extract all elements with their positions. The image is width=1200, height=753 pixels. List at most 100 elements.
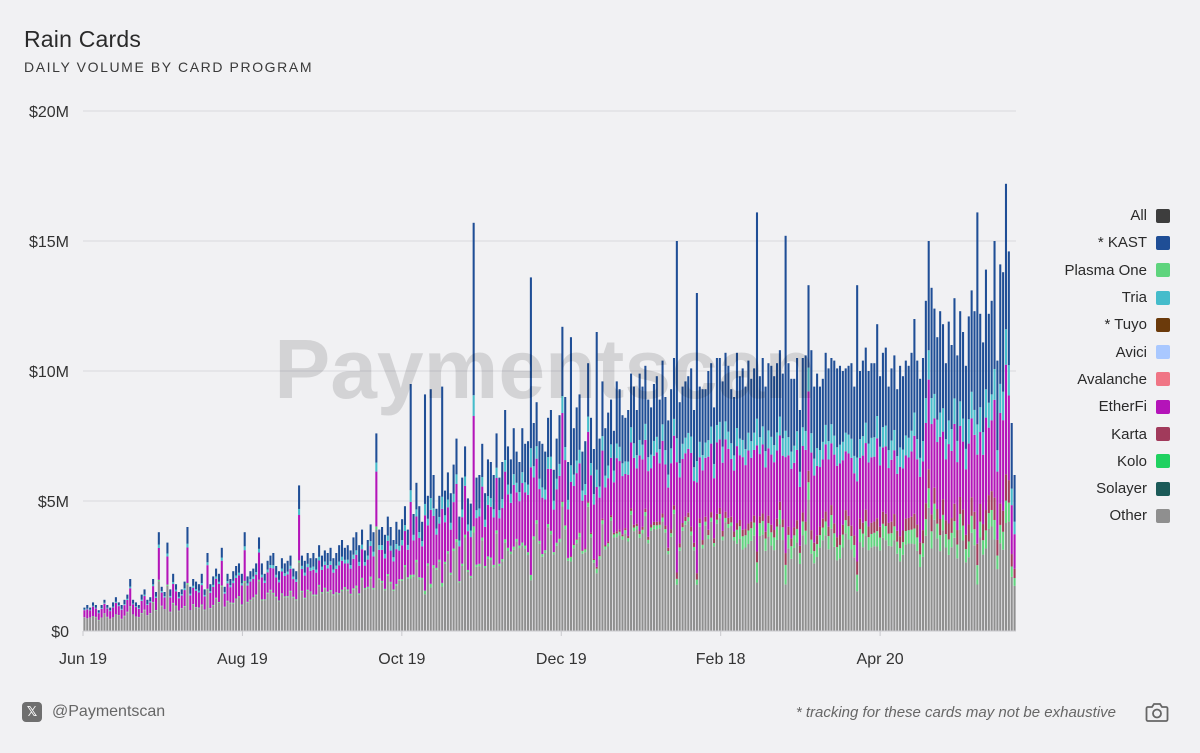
bar-day[interactable] [695, 293, 698, 631]
bar-day[interactable] [166, 542, 169, 631]
bar-day[interactable] [976, 212, 979, 631]
bar-day[interactable] [798, 410, 801, 631]
bar-day[interactable] [993, 241, 996, 631]
bar-day[interactable] [180, 589, 183, 631]
bar-day[interactable] [675, 241, 678, 631]
bar-day[interactable] [753, 368, 756, 631]
bar-day[interactable] [535, 402, 538, 631]
bar-day[interactable] [292, 568, 295, 631]
bar-day[interactable] [237, 563, 241, 631]
bar-day[interactable] [223, 586, 226, 631]
bar-day[interactable] [621, 415, 624, 631]
bar-day[interactable] [143, 589, 146, 631]
bar-day[interactable] [567, 462, 570, 631]
bar-day[interactable] [784, 235, 787, 631]
bar-day[interactable] [126, 594, 129, 631]
bar-day[interactable] [870, 363, 873, 631]
bar-day[interactable] [372, 532, 375, 631]
bar-day[interactable] [532, 423, 535, 631]
bar-day[interactable] [89, 607, 92, 631]
bar-day[interactable] [587, 363, 590, 631]
bar-day[interactable] [787, 363, 790, 631]
bar-day[interactable] [584, 441, 587, 631]
bar-day[interactable] [864, 347, 867, 631]
bar-day[interactable] [469, 503, 472, 631]
bar-day[interactable] [229, 579, 232, 631]
bar-day[interactable] [644, 365, 647, 631]
bar-day[interactable] [389, 527, 392, 631]
bar-day[interactable] [361, 529, 364, 631]
bar-day[interactable] [1010, 423, 1013, 631]
bar-day[interactable] [612, 430, 615, 631]
bar-day[interactable] [876, 324, 879, 631]
bar-day[interactable] [761, 358, 764, 631]
legend-item[interactable]: * KAST [1020, 229, 1170, 256]
bar-day[interactable] [555, 438, 558, 631]
legend-item[interactable]: All [1020, 202, 1170, 229]
bar-day[interactable] [893, 355, 896, 631]
bar-day[interactable] [309, 558, 312, 631]
bar-day[interactable] [913, 319, 916, 631]
bar-day[interactable] [867, 371, 870, 631]
bar-day[interactable] [358, 545, 361, 631]
bar-day[interactable] [120, 605, 123, 631]
bar-day[interactable] [86, 605, 89, 631]
bar-day[interactable] [484, 493, 487, 631]
bar-day[interactable] [378, 529, 381, 631]
bar-day[interactable] [607, 412, 610, 631]
bar-day[interactable] [518, 462, 521, 631]
bar-day[interactable] [755, 212, 759, 631]
bar-day[interactable] [944, 363, 947, 631]
bar-day[interactable] [217, 573, 220, 631]
bar-day[interactable] [117, 602, 120, 631]
bar-day[interactable] [967, 316, 970, 631]
bar-day[interactable] [730, 389, 733, 631]
bar-day[interactable] [326, 553, 329, 631]
bar-day[interactable] [289, 555, 292, 631]
bar-day[interactable] [192, 579, 195, 631]
bar-day[interactable] [990, 300, 993, 631]
bar-day[interactable] [403, 506, 406, 631]
legend-item[interactable]: Karta [1020, 420, 1170, 447]
bar-day[interactable] [1002, 272, 1005, 631]
bar-day[interactable] [458, 516, 461, 631]
bar-day[interactable] [930, 287, 933, 631]
bar-day[interactable] [959, 311, 962, 631]
bar-day[interactable] [272, 553, 275, 631]
bar-day[interactable] [979, 313, 982, 631]
bar-day[interactable] [461, 477, 464, 631]
bar-day[interactable] [824, 352, 827, 631]
bar-day[interactable] [790, 378, 793, 631]
bar-day[interactable] [830, 358, 833, 631]
bar-day[interactable] [340, 540, 344, 631]
bar-day[interactable] [232, 571, 235, 631]
legend-item[interactable]: Plasma One [1020, 257, 1170, 284]
bar-day[interactable] [833, 360, 836, 631]
bar-day[interactable] [183, 581, 186, 631]
bar-day[interactable] [767, 363, 770, 631]
bar-day[interactable] [286, 560, 289, 631]
bar-day[interactable] [690, 368, 693, 631]
bar-day[interactable] [1004, 183, 1008, 631]
bar-day[interactable] [160, 586, 163, 631]
bar-day[interactable] [987, 313, 990, 631]
bar-day[interactable] [157, 532, 160, 631]
bar-day[interactable] [97, 610, 100, 631]
bar-day[interactable] [821, 378, 824, 631]
bar-day[interactable] [429, 389, 432, 631]
bar-day[interactable] [924, 300, 927, 631]
bar-day[interactable] [655, 376, 658, 631]
bar-day[interactable] [146, 599, 149, 631]
bar-day[interactable] [962, 332, 965, 631]
bar-day[interactable] [801, 358, 804, 631]
bar-day[interactable] [215, 568, 218, 631]
bar-day[interactable] [255, 563, 258, 631]
bar-day[interactable] [106, 605, 109, 631]
bar-day[interactable] [933, 308, 936, 631]
bar-day[interactable] [383, 534, 386, 631]
bar-day[interactable] [260, 563, 263, 631]
bar-day[interactable] [707, 371, 710, 631]
bar-day[interactable] [921, 358, 925, 631]
bar-day[interactable] [401, 519, 404, 631]
bar-day[interactable] [904, 360, 907, 631]
